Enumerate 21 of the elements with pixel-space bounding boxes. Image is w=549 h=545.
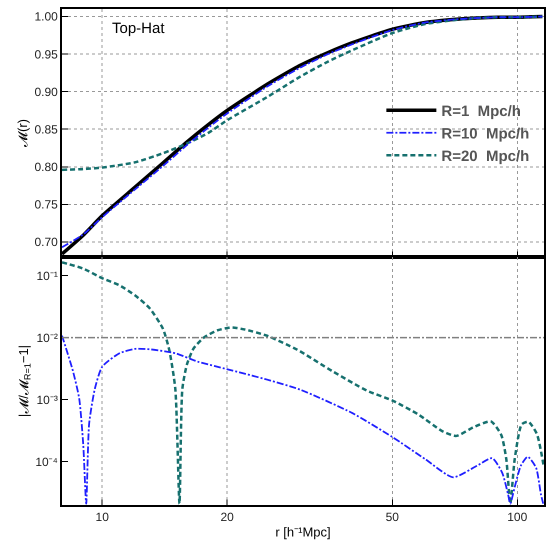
y-axis-title: 𝓜(r) — [14, 119, 30, 147]
y-tick-label: 0.70 — [34, 235, 58, 250]
y-tick-label: 0.85 — [34, 122, 58, 136]
y-tick-label: 0.95 — [34, 47, 58, 62]
x-tick-label: 100 — [507, 510, 528, 524]
y-tick-label: 0.75 — [34, 198, 58, 212]
legend-label: R=10 Mpc/h — [441, 126, 530, 143]
legend-label: R=1 Mpc/h — [441, 103, 521, 120]
x-tick-label: 20 — [220, 510, 234, 524]
y-tick-label: 0.80 — [34, 160, 58, 174]
y-tick-label: 10⁻³ — [36, 392, 58, 407]
x-tick-label: 50 — [386, 510, 400, 524]
x-axis-title: r [h⁻¹Mpc] — [275, 524, 331, 540]
y-tick-label: 1.00 — [34, 10, 58, 24]
y-tick-label: 0.90 — [34, 84, 58, 99]
x-tick-label: 10 — [96, 510, 110, 524]
y-tick-label: 10⁻⁴ — [35, 454, 58, 469]
y-tick-label: 10⁻² — [36, 330, 58, 345]
legend-label: R=20 Mpc/h — [441, 148, 530, 166]
y-tick-label: 10⁻¹ — [36, 268, 58, 283]
annotation: Top-Hat — [112, 20, 166, 37]
